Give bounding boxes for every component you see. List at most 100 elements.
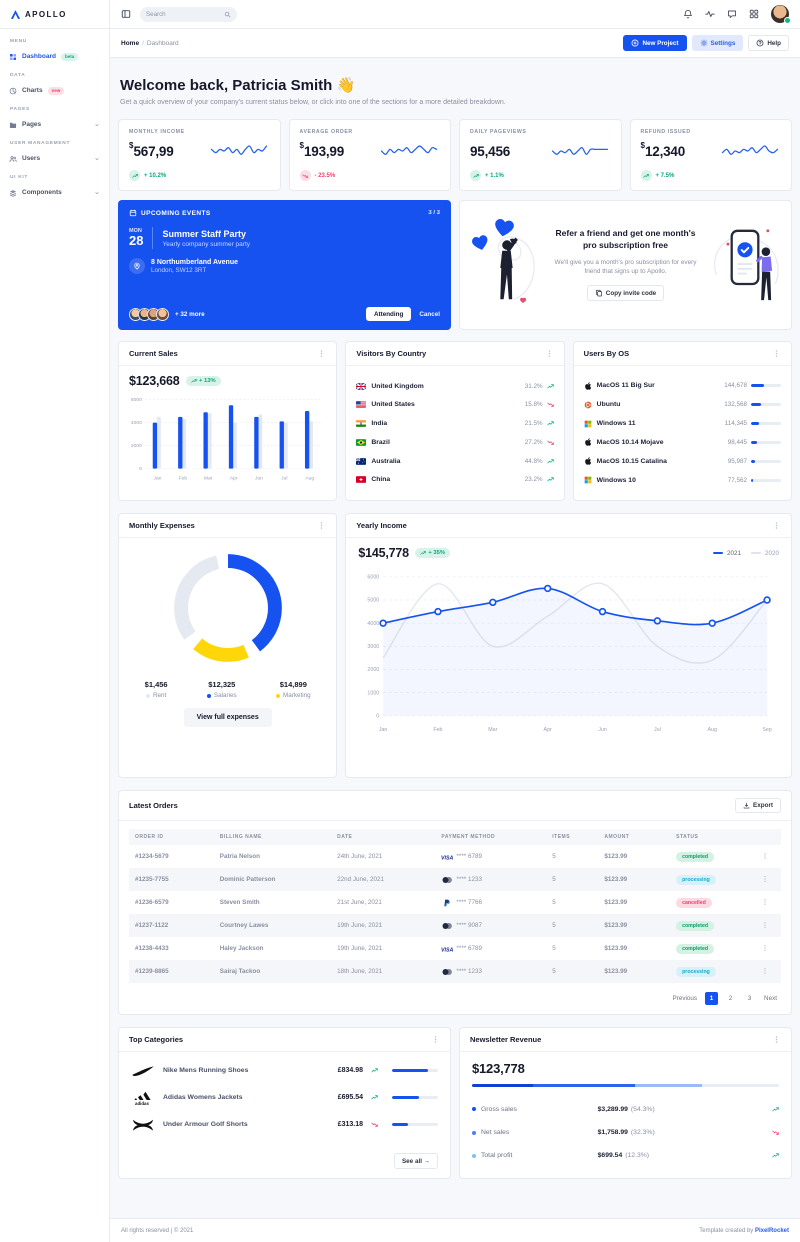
row-menu-icon[interactable]: [761, 944, 769, 952]
notifications-bell-icon[interactable]: [683, 9, 693, 19]
visitor-row-china[interactable]: China 23.2%: [356, 476, 554, 483]
country-name: United States: [371, 401, 415, 409]
export-button[interactable]: Export: [735, 798, 781, 813]
payment-method: **** 1233: [435, 868, 546, 891]
sidebar-item-users[interactable]: Users: [9, 151, 100, 166]
monthly-expenses-card: Monthly Expenses $1,456 Rent $12,325 Salari…: [118, 513, 338, 778]
visitor-row-australia[interactable]: Australia 44.8%: [356, 457, 554, 465]
copy-invite-code-button[interactable]: Copy invite code: [586, 285, 665, 301]
kebab-menu-icon[interactable]: [772, 1035, 781, 1044]
country-stats: 21.5%: [525, 420, 554, 427]
event-title: Summer Staff Party: [162, 228, 246, 239]
visitor-row-united-kingdom[interactable]: United Kingdom 31.2%: [356, 382, 554, 390]
trend-up-icon: [643, 173, 649, 179]
order-row-1239-8865[interactable]: #1239-8865 Sairaj Tackoo 18th June, 2021 **…: [129, 960, 781, 983]
new-project-button[interactable]: New Project: [623, 35, 687, 51]
os-row-windows-11[interactable]: Windows 11 114,345: [584, 420, 781, 428]
row-actions: [755, 937, 781, 960]
order-items: 5: [552, 968, 556, 975]
visitor-row-brazil[interactable]: Brazil 27.2%: [356, 439, 554, 446]
pagination-next[interactable]: Next: [764, 995, 777, 1002]
sidebar-item-dashboard[interactable]: Dashboard beta: [9, 49, 100, 64]
visitor-row-united-states[interactable]: United States 15.8%: [356, 401, 554, 409]
pagination-page-1[interactable]: 1: [705, 992, 719, 1005]
expense-label: Salaries: [213, 692, 237, 699]
attending-button[interactable]: Attending: [365, 307, 412, 321]
order-row-1234-5679[interactable]: #1234-5679 Patria Nelson 24th June, 2021 VI…: [129, 845, 781, 868]
order-date: 19th June, 2021: [337, 945, 383, 952]
yearly-income-value: $145,778: [358, 546, 409, 560]
referral-content: Refer a friend and get one month's pro s…: [546, 228, 705, 302]
messages-chat-icon[interactable]: [727, 9, 737, 19]
cancel-button[interactable]: Cancel: [419, 310, 440, 318]
stat-sparkline: [551, 147, 608, 155]
logo[interactable]: APOLLO: [0, 0, 109, 29]
order-row-1236-6579[interactable]: #1236-6579 Steven Smith 21st June, 2021 ***…: [129, 891, 781, 914]
os-row-macos-10-15-catalina[interactable]: MacOS 10.15 Catalina 95,987: [584, 457, 781, 465]
svg-text:Aug: Aug: [708, 727, 717, 733]
breadcrumb-home[interactable]: Home: [121, 39, 140, 47]
trend-up-icon: [546, 458, 554, 465]
visitor-row-india[interactable]: India 21.5%: [356, 420, 554, 427]
help-button[interactable]: Help: [748, 35, 789, 51]
activity-pulse-icon[interactable]: [705, 9, 715, 19]
order-row-1235-7755[interactable]: #1235-7755 Dominic Patterson 22nd June, 20…: [129, 868, 781, 891]
search-icon[interactable]: [224, 11, 231, 18]
see-all-button[interactable]: See all →: [393, 1153, 438, 1169]
os-stats: 77,562: [728, 477, 781, 484]
view-full-expenses-button[interactable]: View full expenses: [183, 708, 272, 727]
apps-grid-icon[interactable]: [749, 9, 759, 19]
row-menu-icon[interactable]: [761, 875, 769, 883]
kebab-menu-icon[interactable]: [772, 521, 781, 530]
order-items: 5: [552, 922, 556, 929]
kebab-menu-icon[interactable]: [317, 521, 326, 530]
order-row-1238-4433[interactable]: #1238-4433 Haley Jackson 19th June, 2021 VI…: [129, 937, 781, 960]
orders-column-header: AMOUNT: [598, 829, 671, 845]
pagination-previous[interactable]: Previous: [672, 995, 698, 1002]
order-id: #1239-8865: [135, 968, 169, 975]
svg-text:Feb: Feb: [434, 727, 443, 733]
kebab-menu-icon[interactable]: [545, 349, 554, 358]
settings-button[interactable]: Settings: [691, 35, 744, 51]
expenses-donut-chart: [173, 554, 282, 662]
os-row-windows-10[interactable]: Windows 10 77,562: [584, 476, 781, 484]
event-date-number: 28: [129, 233, 144, 249]
row-menu-icon[interactable]: [761, 852, 769, 860]
row-menu-icon[interactable]: [761, 967, 769, 975]
newsletter-metric-label: Gross sales: [481, 1105, 517, 1113]
order-row-1237-1122[interactable]: #1237-1122 Courtney Lawes 19th June, 2021 *…: [129, 914, 781, 937]
sidebar-item-pages[interactable]: Pages: [9, 117, 100, 132]
kebab-menu-icon[interactable]: [317, 349, 326, 358]
category-row-adidas[interactable]: adidas Adidas Womens Jackets £695.54: [131, 1085, 438, 1110]
pixelrocket-link[interactable]: PixelRocket: [754, 1227, 789, 1234]
sidebar-item-components[interactable]: Components: [9, 185, 100, 200]
user-avatar[interactable]: [771, 5, 790, 23]
os-row-ubuntu[interactable]: Ubuntu 132,568: [584, 401, 781, 409]
page-title: Welcome back, Patricia Smith 👋: [120, 77, 356, 94]
category-row-nike[interactable]: Nike Mens Running Shoes £834.98: [131, 1058, 438, 1083]
chevron-down-icon: [94, 190, 100, 196]
plus-icon: [631, 39, 639, 47]
sidebar-item-charts[interactable]: Charts new: [9, 83, 100, 98]
category-row-ua[interactable]: Under Armour Golf Shorts £313.18: [131, 1112, 438, 1137]
search-input[interactable]: [146, 10, 220, 18]
gear-icon: [700, 39, 708, 47]
orders-column-header: DATE: [331, 829, 436, 845]
actionbar: Home / Dashboard New Project Settings He…: [110, 29, 800, 58]
pagination-page-2[interactable]: 2: [728, 995, 733, 1002]
top-categories-card: Top Categories Nike Mens Running Shoes £8…: [118, 1027, 451, 1179]
country-stats: 23.2%: [525, 476, 554, 483]
os-row-macos-10-14-mojave[interactable]: MacOS 10.14 Mojave 98,445: [584, 438, 781, 447]
search-box[interactable]: [140, 6, 237, 22]
sidebar-collapse-icon[interactable]: [121, 9, 131, 19]
row-menu-icon[interactable]: [761, 898, 769, 906]
billing-name: Courtney Lawes: [219, 922, 269, 929]
orders-column-header: ORDER ID: [129, 829, 214, 845]
question-icon: [756, 39, 764, 47]
card-mc-icon: [441, 922, 453, 930]
kebab-menu-icon[interactable]: [772, 349, 781, 358]
row-menu-icon[interactable]: [761, 921, 769, 929]
pagination-page-3[interactable]: 3: [747, 995, 752, 1002]
kebab-menu-icon[interactable]: [431, 1035, 440, 1044]
os-row-macos-11-big-sur[interactable]: MacOS 11 Big Sur 144,678: [584, 382, 781, 390]
